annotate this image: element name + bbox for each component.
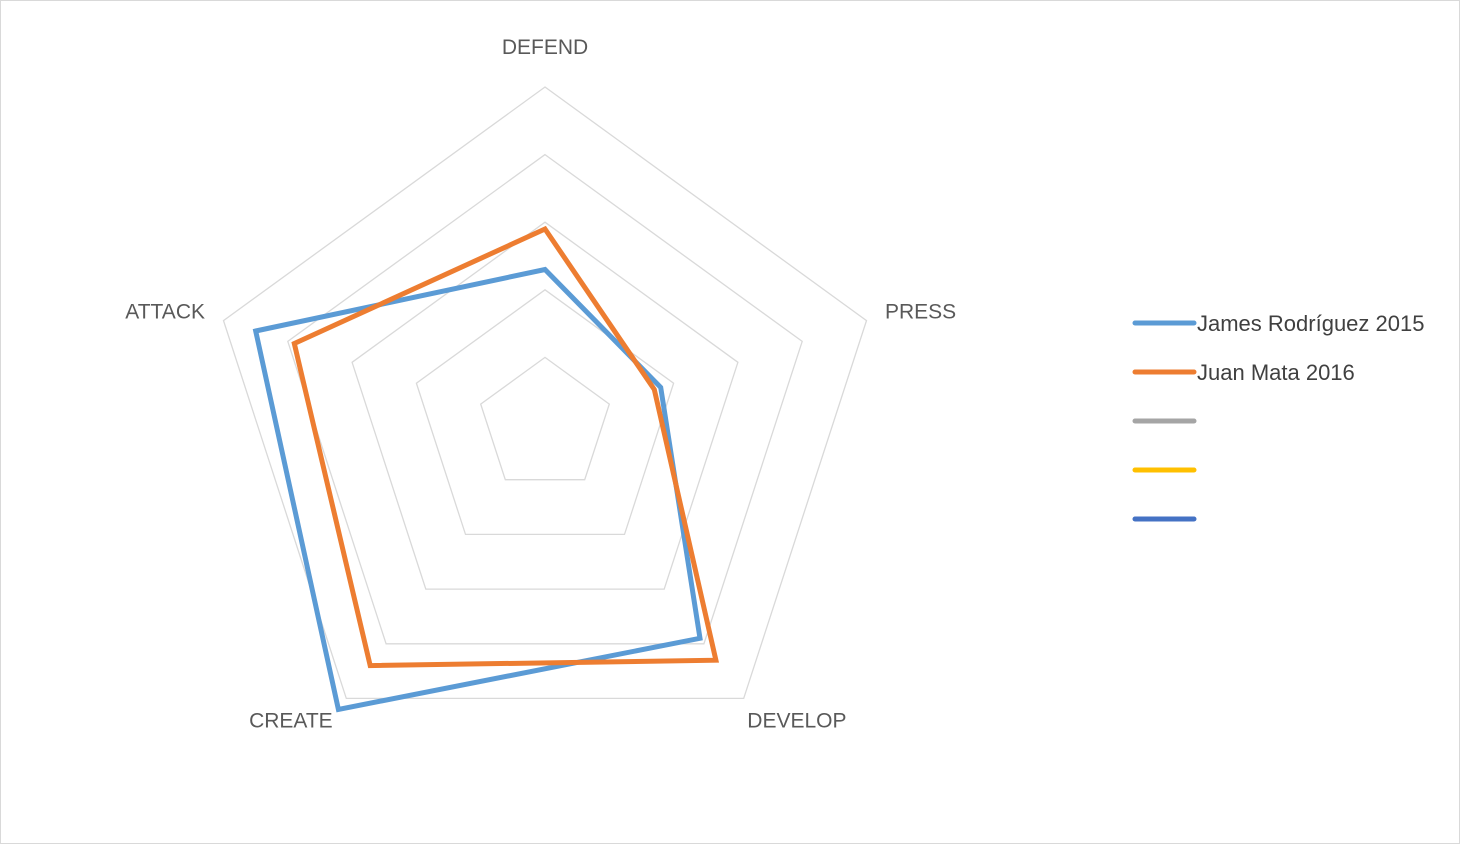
chart-legend: James Rodríguez 2015 Juan Mata 2016 [1132, 311, 1424, 522]
legend-label-0: James Rodríguez 2015 [1197, 311, 1424, 336]
grid-ring [351, 221, 739, 590]
grid-ring [415, 288, 675, 536]
radar-grid [222, 86, 868, 700]
axis-label-develop: DEVELOP [747, 710, 846, 733]
grid-ring [479, 356, 611, 481]
legend-label-1: Juan Mata 2016 [1197, 360, 1355, 385]
axis-labels: DEFEND PRESS DEVELOP CREATE ATTACK [125, 36, 956, 733]
grid-ring [222, 86, 868, 700]
series-line-1 [291, 225, 720, 669]
axis-label-create: CREATE [249, 710, 333, 733]
grid-ring [287, 153, 803, 645]
axis-label-defend: DEFEND [502, 36, 588, 59]
radar-series [252, 225, 720, 713]
axis-label-attack: ATTACK [125, 300, 205, 323]
axis-label-press: PRESS [885, 300, 956, 323]
